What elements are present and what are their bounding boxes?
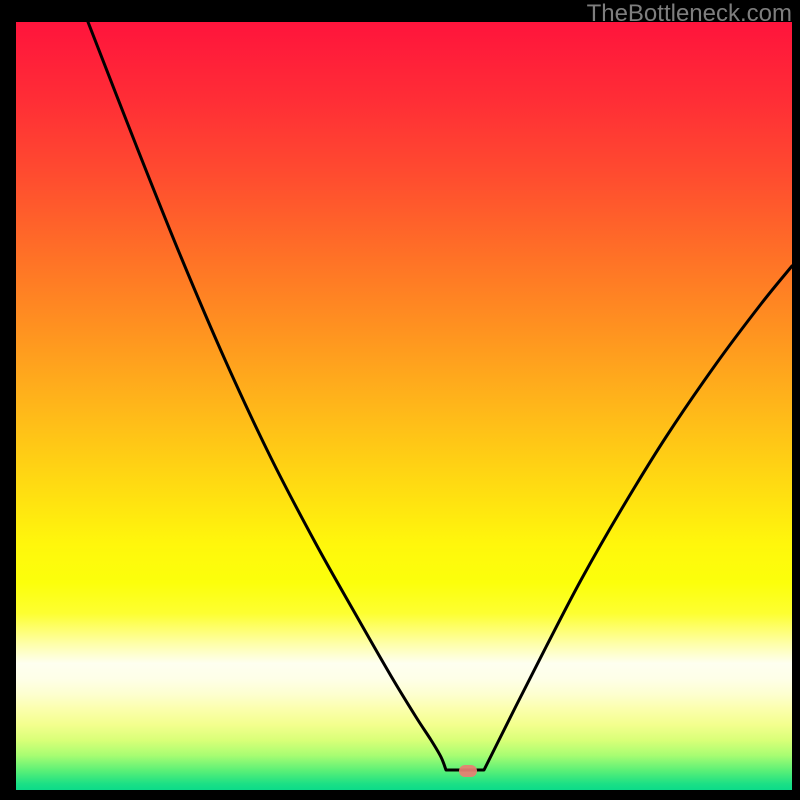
bottleneck-curve bbox=[16, 22, 792, 790]
plot-area bbox=[16, 22, 792, 790]
watermark-text: TheBottleneck.com bbox=[587, 0, 792, 28]
optimum-marker bbox=[459, 765, 477, 777]
chart-outer-frame: TheBottleneck.com bbox=[0, 0, 800, 800]
